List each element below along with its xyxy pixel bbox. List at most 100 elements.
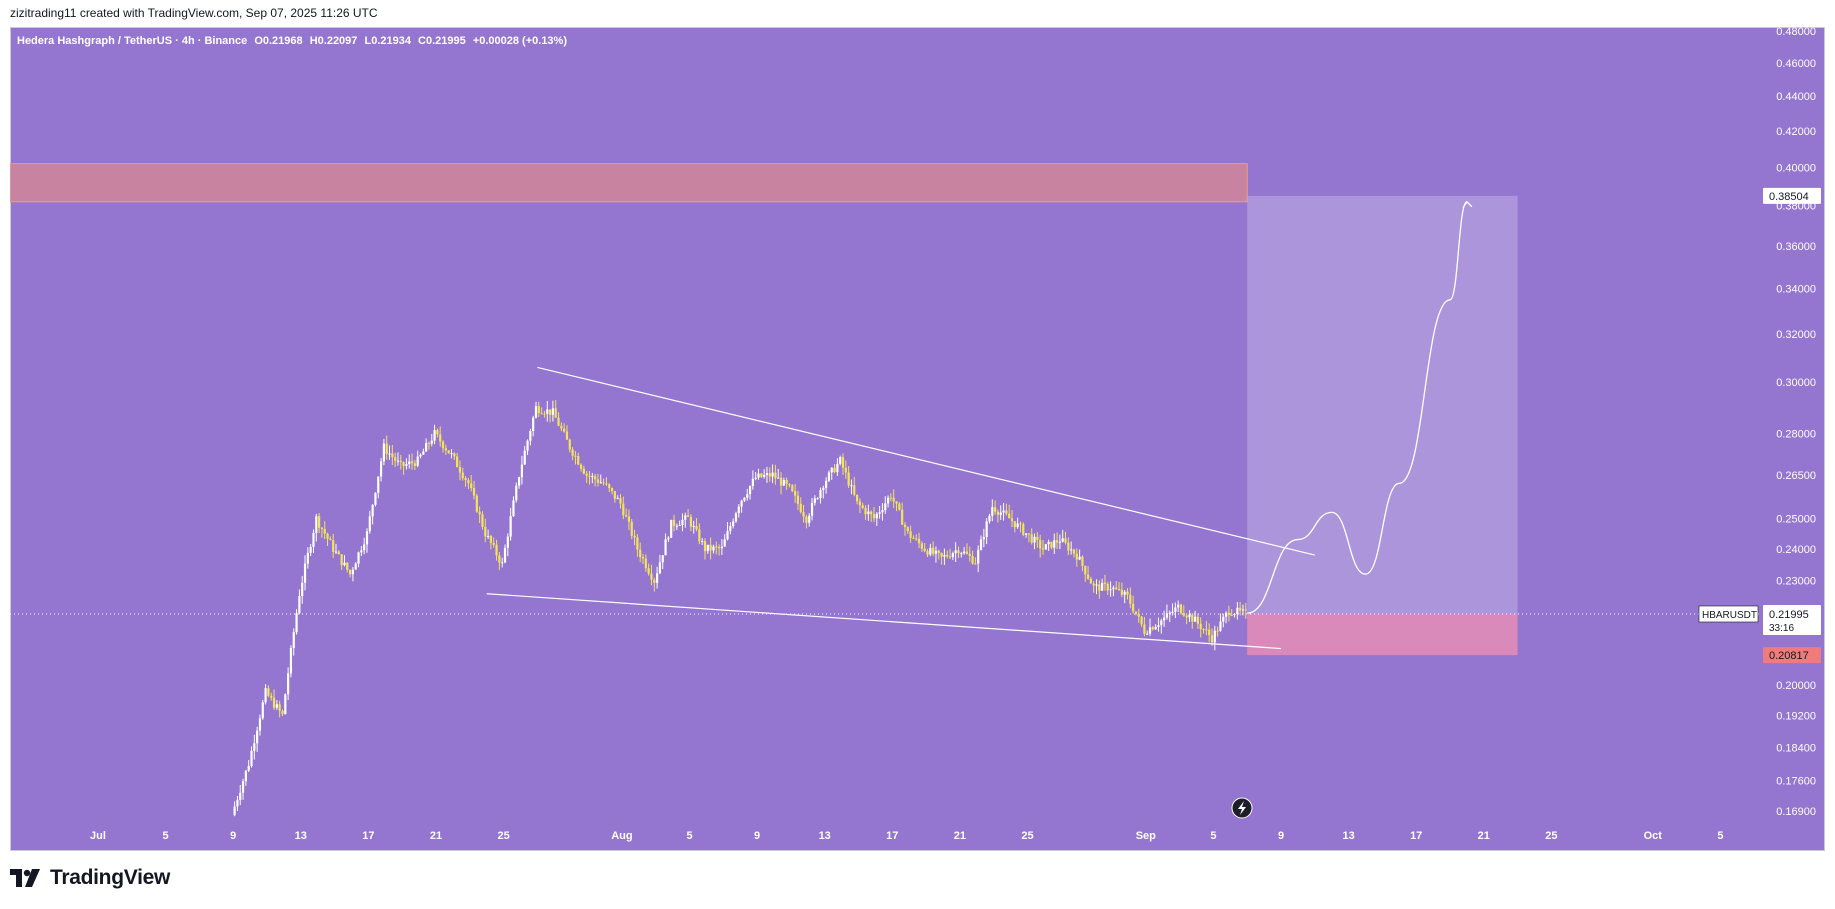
candle <box>810 502 814 516</box>
candle <box>825 480 828 488</box>
candle <box>974 563 977 565</box>
candle <box>777 477 780 479</box>
candle <box>287 673 290 695</box>
candle <box>1177 604 1180 608</box>
candle <box>625 515 628 517</box>
x-tick-label: Aug <box>611 830 632 842</box>
projection-path <box>1247 201 1468 614</box>
candle <box>1191 614 1194 622</box>
candle <box>1019 523 1022 525</box>
candle <box>839 457 842 464</box>
ohlc-close: C0.21995 <box>418 35 466 47</box>
x-tick-label: 13 <box>819 830 831 842</box>
candle <box>284 694 287 715</box>
y-tick-label: 0.16900 <box>1776 806 1816 818</box>
candle <box>1101 582 1104 591</box>
x-tick-label: 5 <box>163 830 169 842</box>
candle <box>720 546 723 549</box>
candle <box>619 498 622 504</box>
candle <box>1236 607 1239 615</box>
candle <box>889 497 892 499</box>
y-tick-label: 0.19200 <box>1776 710 1816 722</box>
candle <box>410 461 414 464</box>
candle <box>765 473 769 476</box>
candle <box>661 555 664 563</box>
candle <box>1050 541 1053 548</box>
stop-zone <box>1247 613 1518 656</box>
candle <box>870 511 873 515</box>
candle <box>830 467 833 473</box>
candle <box>917 538 921 544</box>
candle <box>779 477 783 486</box>
candle <box>1132 603 1135 612</box>
footer-logo[interactable]: TradingView <box>10 866 170 890</box>
candle <box>436 430 439 435</box>
candle <box>571 449 574 456</box>
candle <box>334 551 338 553</box>
y-tick-label: 0.18400 <box>1776 742 1816 754</box>
candle <box>532 417 535 432</box>
candle <box>568 439 571 450</box>
candle <box>1013 521 1016 528</box>
candle <box>861 505 864 508</box>
x-tick-label: 17 <box>1410 830 1422 842</box>
candle <box>588 475 591 477</box>
symbol-badge <box>1698 605 1759 623</box>
candle <box>1010 518 1014 522</box>
candle <box>796 495 800 504</box>
candle <box>760 473 763 477</box>
candle <box>613 491 616 499</box>
x-tick-label: Oct <box>1644 830 1663 842</box>
candle <box>422 451 425 455</box>
candle <box>920 543 923 549</box>
countdown-label: 33:16 <box>1769 623 1794 634</box>
candle <box>1182 613 1185 616</box>
candle <box>670 519 673 538</box>
candle <box>596 479 600 483</box>
candle <box>1126 591 1129 595</box>
price-badge <box>1763 187 1821 204</box>
candle <box>864 507 867 515</box>
candle <box>1196 616 1200 624</box>
candle <box>377 476 380 493</box>
x-tick-label: Sep <box>1136 830 1156 842</box>
candle <box>957 550 960 554</box>
candle <box>509 516 512 537</box>
candle <box>1115 587 1118 589</box>
last-price-label: 0.21995 <box>1769 609 1809 621</box>
x-tick-label: 5 <box>1717 830 1723 842</box>
candle <box>926 551 929 555</box>
candle <box>734 513 738 522</box>
candle <box>689 516 693 527</box>
candle <box>481 514 484 527</box>
candle <box>675 525 678 527</box>
candle <box>565 431 569 440</box>
candle <box>968 553 971 557</box>
candle <box>388 453 391 455</box>
candle <box>932 547 935 554</box>
candle <box>895 501 898 504</box>
candle <box>267 688 270 696</box>
x-tick-label: 9 <box>754 830 760 842</box>
candle <box>487 535 490 537</box>
candle <box>965 551 969 554</box>
candle <box>951 553 954 558</box>
candle <box>275 704 278 708</box>
candle <box>802 512 805 517</box>
candle <box>1199 623 1202 630</box>
y-tick-label: 0.20000 <box>1776 680 1816 692</box>
candle <box>250 750 253 767</box>
y-tick-label: 0.48000 <box>1776 26 1816 38</box>
candle <box>808 515 811 523</box>
candle <box>1098 584 1101 591</box>
candle <box>740 500 743 507</box>
candle <box>278 704 281 711</box>
wedge-upper-line <box>537 366 1315 556</box>
plot-area[interactable] <box>0 163 1760 819</box>
ohlc-low: L0.21934 <box>364 35 411 47</box>
candle <box>585 473 588 476</box>
candle <box>298 596 301 614</box>
candle <box>551 408 554 415</box>
candle <box>791 485 794 492</box>
